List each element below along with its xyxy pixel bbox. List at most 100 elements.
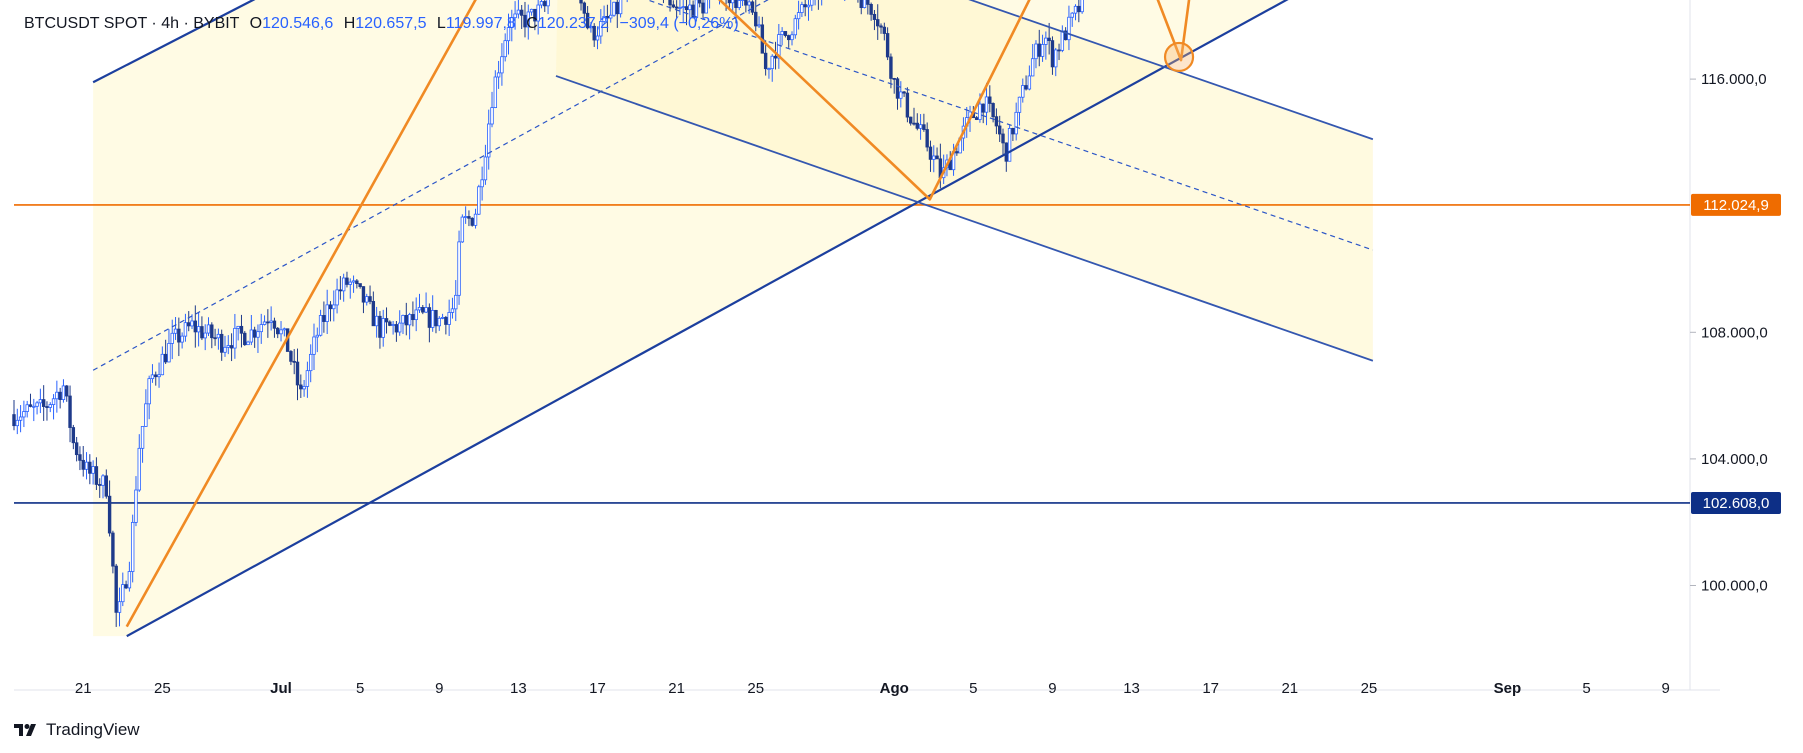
candle-body xyxy=(272,320,277,329)
candle-body xyxy=(219,333,224,353)
tradingview-brand[interactable]: TradingView xyxy=(14,720,140,740)
candle-body xyxy=(1044,37,1048,45)
candle-body xyxy=(803,4,807,8)
candle-body xyxy=(322,315,326,322)
candle-body xyxy=(279,329,283,335)
ascending-channel-median[interactable] xyxy=(92,0,1373,371)
candle-body xyxy=(602,16,606,22)
candle-body xyxy=(266,321,270,324)
candle-body xyxy=(167,342,171,363)
candle-body xyxy=(859,0,863,9)
candle-body xyxy=(1077,5,1081,13)
zigzag-projection[interactable] xyxy=(125,0,1260,628)
candle-body xyxy=(246,341,250,346)
candle-body xyxy=(121,584,125,603)
candle-body xyxy=(117,601,122,613)
candle-body xyxy=(299,384,303,390)
candle-body xyxy=(915,122,919,129)
candle-body xyxy=(450,308,455,313)
open-value: 120.546,6 xyxy=(262,15,334,32)
candle-body xyxy=(767,68,771,71)
candle-body xyxy=(94,466,99,485)
candle-body xyxy=(595,35,600,41)
candle-body xyxy=(328,304,333,310)
candle-body xyxy=(38,399,43,404)
time-tick-label: 13 xyxy=(510,680,527,697)
candle-body xyxy=(932,155,936,160)
candle-body xyxy=(150,374,155,380)
descending-channel-lower[interactable] xyxy=(555,75,1374,362)
candle-body xyxy=(988,96,992,104)
candle-body xyxy=(411,314,415,321)
candle-body xyxy=(1050,40,1055,68)
level-lines-layer xyxy=(14,204,1690,504)
candle-body xyxy=(793,18,798,36)
candle-body xyxy=(744,0,748,6)
candle-body xyxy=(912,122,916,125)
candle-body xyxy=(605,16,610,19)
candle-body xyxy=(381,318,385,338)
candle-body xyxy=(282,328,287,331)
price-tick-label: 108.000,0 xyxy=(1701,324,1768,341)
candle-body xyxy=(691,4,695,19)
candle-body xyxy=(810,0,814,6)
candle-body xyxy=(391,324,395,326)
retest-circle[interactable] xyxy=(1163,41,1195,73)
high-key: H xyxy=(343,15,356,32)
descending-channel-upper[interactable] xyxy=(560,0,1374,141)
candle-body xyxy=(430,309,435,328)
time-tick-label: 25 xyxy=(154,680,171,697)
candle-body xyxy=(928,146,933,160)
candle-body xyxy=(160,353,165,376)
candle-body xyxy=(424,307,428,313)
price-tick-label: 116.000,0 xyxy=(1701,71,1767,88)
candle-body xyxy=(78,454,82,461)
time-axis: 21 25 Jul 5 9 13 17 21 25 Ago 5 9 13 17 21 25 Sep 5 9 xyxy=(75,680,1670,697)
candle-body xyxy=(269,320,273,323)
candle-body xyxy=(345,277,349,285)
candle-body xyxy=(312,336,316,355)
candle-body xyxy=(955,151,959,154)
candle-body xyxy=(483,156,488,181)
candle-body xyxy=(447,312,451,325)
candle-body xyxy=(315,334,319,338)
candle-body xyxy=(470,217,474,226)
candle-body xyxy=(177,328,181,343)
candle-body xyxy=(773,55,778,59)
candle-body xyxy=(862,0,867,9)
candle-body xyxy=(187,322,191,327)
candle-body xyxy=(236,325,240,329)
candle-body xyxy=(45,406,49,408)
candle-body xyxy=(922,124,926,130)
candle-body xyxy=(998,125,1002,135)
candle-body xyxy=(1011,128,1015,135)
candle-body xyxy=(289,351,293,362)
time-tick-label: 17 xyxy=(1202,680,1219,697)
candle-body xyxy=(216,333,221,339)
candle-body xyxy=(790,34,794,41)
candle-body xyxy=(190,320,194,327)
symbol-label[interactable]: BTCUSDT SPOT · 4h · BYBIT xyxy=(24,15,240,32)
candle-body xyxy=(127,571,132,589)
candle-body xyxy=(806,4,811,8)
candle-body xyxy=(196,326,201,333)
candle-body xyxy=(543,1,547,7)
time-tick-label: 9 xyxy=(1661,680,1669,697)
channel-fill-layer xyxy=(93,0,1373,637)
candle-body xyxy=(1073,5,1078,14)
candle-body xyxy=(107,495,112,534)
candle-body xyxy=(32,405,36,408)
candle-body xyxy=(599,21,603,37)
candle-body xyxy=(292,360,296,363)
descending-channel-median[interactable] xyxy=(556,0,1374,251)
candle-body xyxy=(276,327,280,335)
candle-body xyxy=(12,414,16,427)
candle-body xyxy=(48,404,52,408)
candle-body xyxy=(506,27,511,42)
candle-body xyxy=(351,280,356,283)
candle-body xyxy=(876,19,880,27)
candle-body xyxy=(1070,12,1074,18)
candle-body xyxy=(358,283,362,287)
candle-body xyxy=(124,584,128,589)
